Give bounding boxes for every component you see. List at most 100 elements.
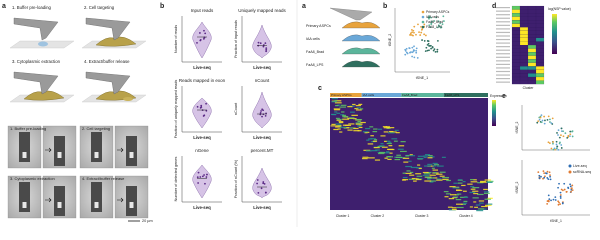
point xyxy=(443,20,445,22)
heatmap-cell xyxy=(436,179,443,181)
heatmap-cell xyxy=(463,200,468,203)
gene-label-bar xyxy=(496,56,510,58)
label: log(NSP value) xyxy=(548,7,571,11)
point xyxy=(430,47,432,50)
point xyxy=(560,147,563,149)
point xyxy=(547,200,550,203)
heatmap-cell xyxy=(535,27,545,31)
heatmap-cell xyxy=(527,30,537,35)
heatmap-cell xyxy=(372,140,378,142)
heatmap-cell xyxy=(486,181,493,183)
heatmap-cell xyxy=(527,52,537,56)
heatmap-cell xyxy=(527,62,537,67)
gene-label-bar xyxy=(496,42,510,44)
heatmap-cell xyxy=(385,126,390,128)
heatmap-cell xyxy=(383,131,389,133)
heatmap-cell xyxy=(403,161,409,163)
axis xyxy=(241,16,282,63)
heatmap-cell xyxy=(535,55,545,60)
heatmap-cell xyxy=(331,101,337,103)
heatmap-cell xyxy=(400,141,406,143)
point xyxy=(553,147,556,150)
panel-label: e xyxy=(502,93,506,100)
point xyxy=(544,119,546,122)
point xyxy=(405,51,408,54)
heatmap-cell xyxy=(362,156,369,158)
heatmap-cell xyxy=(358,103,363,106)
point xyxy=(569,130,572,133)
point xyxy=(559,203,561,206)
point xyxy=(560,134,562,137)
point xyxy=(563,188,566,191)
point xyxy=(413,49,416,52)
heatmap-cell xyxy=(527,37,537,42)
heatmap-cell xyxy=(335,125,342,127)
point xyxy=(442,15,445,18)
point xyxy=(410,51,412,53)
point xyxy=(543,172,546,175)
heatmap-cell xyxy=(473,201,477,203)
heatmap-cell xyxy=(393,140,398,142)
dot xyxy=(261,115,263,118)
heatmap-cell xyxy=(457,182,463,184)
point xyxy=(420,31,423,34)
cell-layer xyxy=(341,60,381,68)
heatmap-cell xyxy=(527,5,537,10)
heatmap-cell xyxy=(423,165,431,167)
heatmap-cell xyxy=(511,44,521,49)
point xyxy=(550,147,553,150)
heatmap-cell xyxy=(527,34,537,39)
heatmap-cell xyxy=(374,139,378,141)
heatmap-cell xyxy=(469,191,476,194)
label: Number of reads xyxy=(174,25,178,53)
point xyxy=(413,25,416,28)
heatmap-cell xyxy=(511,62,521,67)
label: Input reads xyxy=(191,8,214,13)
heatmap-cell xyxy=(519,80,529,85)
heatmap-cell xyxy=(379,151,386,154)
heatmap-cell xyxy=(394,158,401,161)
gene-label-bar xyxy=(496,63,510,65)
point xyxy=(536,121,539,124)
point xyxy=(412,29,415,32)
point xyxy=(418,31,420,34)
point xyxy=(428,44,430,47)
heatmap-cell xyxy=(511,30,521,35)
heatmap-cell xyxy=(519,9,529,14)
heatmap-cell xyxy=(416,167,422,169)
heatmap-cell xyxy=(431,167,435,169)
point xyxy=(549,118,551,121)
heatmap-cell xyxy=(535,30,545,35)
heatmap-cell xyxy=(443,191,449,193)
label: 1. Buffer pre-loading xyxy=(10,126,46,131)
heatmap-cell xyxy=(447,206,453,208)
heatmap-cell xyxy=(479,202,484,204)
heatmap-cell xyxy=(439,171,446,173)
heatmap-cell xyxy=(527,20,537,24)
gene-label-bar xyxy=(496,81,510,83)
heatmap-cell xyxy=(402,179,409,181)
point xyxy=(546,170,549,173)
heatmap-cell xyxy=(337,104,341,106)
heatmap-cell xyxy=(336,112,341,114)
heatmap-cell xyxy=(427,154,433,157)
point xyxy=(562,189,564,192)
heatmap-cell xyxy=(372,131,378,133)
cell xyxy=(23,90,65,101)
arrow xyxy=(45,197,52,203)
heatmap-cell xyxy=(535,16,545,21)
heatmap-cell xyxy=(356,107,361,109)
group-bar xyxy=(361,93,402,97)
label: tSNE_2 xyxy=(388,34,392,46)
heatmap-cell xyxy=(362,131,368,133)
heatmap-cell xyxy=(451,207,457,209)
label: Live-seq xyxy=(573,164,587,168)
dot xyxy=(199,106,202,109)
aperture xyxy=(57,202,62,208)
figure: a 1. Buffer pre-loading 2. Cell targeting 3… xyxy=(2,0,591,227)
heatmap-cell xyxy=(432,162,438,165)
heatmap-cell xyxy=(417,164,421,166)
aperture xyxy=(57,152,62,158)
heatmap-cell xyxy=(410,155,416,157)
dot xyxy=(262,45,265,48)
